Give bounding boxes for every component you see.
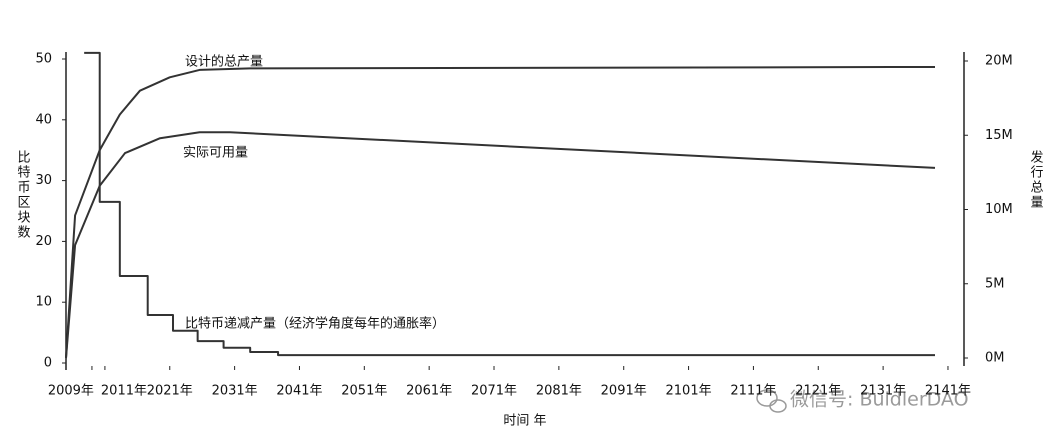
x-tick-label: 2111年 (730, 384, 776, 399)
y-tick-label: 30 (35, 173, 52, 188)
x-tick-label: 2131年 (860, 384, 906, 399)
x-tick-label: 2091年 (601, 384, 647, 399)
x-tick-label: 2051年 (341, 384, 387, 399)
y-tick-label: 10 (35, 295, 52, 310)
y2-tick-label: 15M (985, 128, 1013, 143)
y-tick-label: 40 (35, 112, 52, 127)
y-tick-label: 0 (44, 356, 52, 371)
y-tick-label: 20 (35, 234, 52, 249)
watermark-icon (756, 389, 787, 413)
series-label: 设计的总产量 (185, 54, 263, 70)
x-tick-label: 2141年 (925, 384, 971, 399)
watermark: 微信号: BuidlerDAO (790, 389, 969, 411)
y2-tick-label: 0M (985, 351, 1005, 366)
y2-tick-label: 5M (985, 276, 1005, 291)
x-tick-label: 2009年 (48, 384, 94, 399)
y-tick-label: 50 (35, 52, 52, 67)
x-tick-label: 2101年 (666, 384, 712, 399)
x-tick-label: 2121年 (795, 384, 841, 399)
series-label: 比特币递减产量（经济学角度每年的通胀率） (185, 316, 445, 332)
x-axis-label: 时间 年 (503, 414, 546, 429)
x-tick-label: 2081年 (536, 384, 582, 399)
y2-tick-label: 20M (985, 54, 1013, 69)
x-tick-label: 2061年 (406, 384, 452, 399)
series-line (65, 65, 936, 359)
x-tick-label: 2041年 (276, 384, 322, 399)
series-label: 实际可用量 (183, 146, 248, 161)
x-tick-label: 2031年 (212, 384, 258, 399)
series-line (65, 131, 936, 359)
x-tick-label: 2021年 (147, 384, 193, 399)
series-line (84, 51, 935, 357)
x-tick-label: 2071年 (471, 384, 517, 399)
x-tick-label: 2011年 (101, 384, 147, 399)
y2-tick-label: 10M (985, 202, 1013, 217)
y2-axis-label: 发行总量 (1028, 149, 1044, 210)
y-axis-label: 比特币区块数 (15, 150, 31, 240)
